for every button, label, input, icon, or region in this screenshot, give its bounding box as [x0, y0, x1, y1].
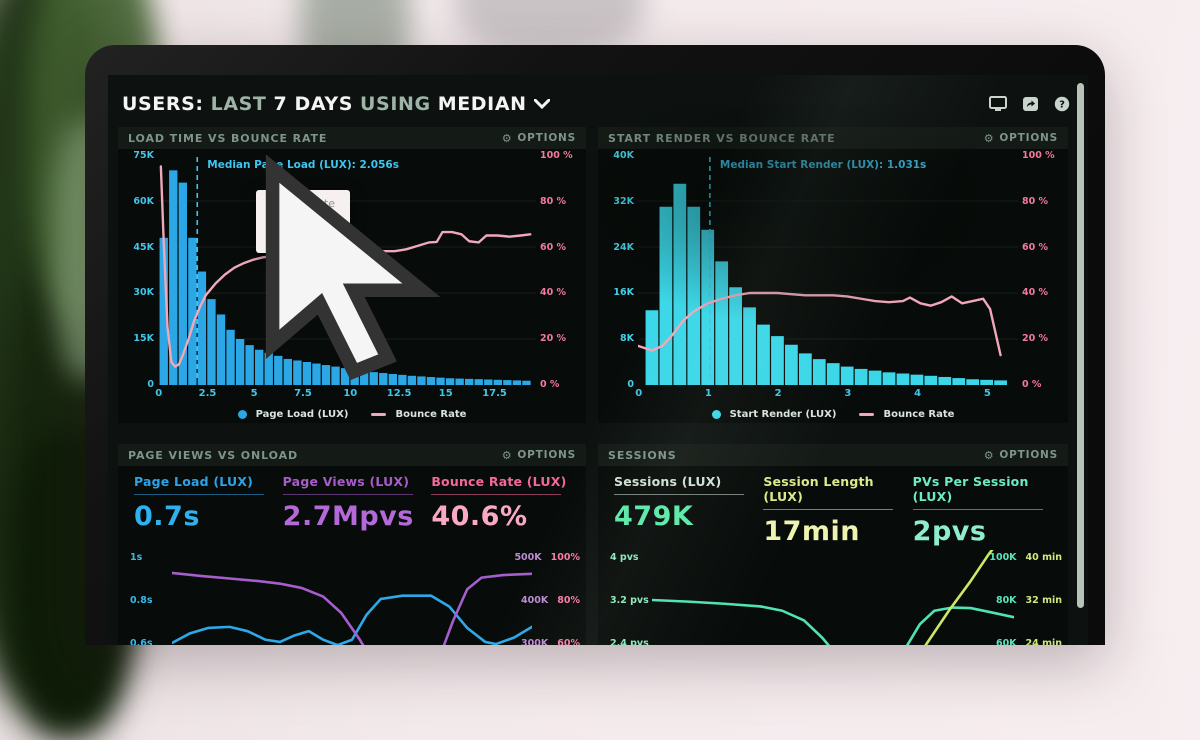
- median-annotation: Median Page Load (LUX): 2.056s: [207, 159, 399, 171]
- header-segment: 7 DAYS: [273, 93, 354, 115]
- legend-dot: [711, 410, 721, 419]
- panel-start-render-vs-bounce-rate: START RENDER VS BOUNCE RATE ⚙ OPTIONS 40K…: [598, 127, 1068, 423]
- share-icon[interactable]: [1020, 95, 1040, 113]
- options-button[interactable]: ⚙ OPTIONS: [983, 448, 1058, 462]
- y-axis-left: 1s 0.8s 0.6s: [130, 552, 153, 645]
- users-range-dropdown[interactable]: USERS: LAST 7 DAYS USING MEDIAN: [122, 93, 550, 115]
- panel-title: LOAD TIME VS BOUNCE RATE: [128, 131, 328, 145]
- metric-pvs-per-session: PVs Per Session (LUX) 2pvs: [912, 474, 1062, 547]
- panel-title: SESSIONS: [608, 448, 677, 462]
- y-axis-right: 100K 40 min 80K 32 min 60K 24 min: [989, 552, 1062, 645]
- mouse-cursor-icon: [265, 155, 441, 381]
- metric-row: Page Load (LUX) 0.7s Page Views (LUX) 2.…: [134, 474, 580, 532]
- metric-sessions: Sessions (LUX) 479K: [614, 474, 763, 547]
- chart-legend: Page Load (LUX) Bounce Rate: [118, 409, 586, 420]
- header-segment: USERS:: [122, 93, 204, 115]
- scrollbar[interactable]: [1077, 83, 1084, 608]
- start-render-chart[interactable]: Median Start Render (LUX): 1.031s: [638, 155, 1018, 385]
- metric-session-length: Session Length (LUX) 17min: [763, 474, 912, 547]
- load-time-chart[interactable]: Median Page Load (LUX): 2.056s Bounce Ra…: [158, 155, 536, 385]
- help-icon[interactable]: ?: [1052, 95, 1072, 113]
- metric-page-views: Page Views (LUX) 2.7Mpvs: [282, 474, 414, 532]
- header-segment: USING: [360, 93, 431, 115]
- metric-page-load: Page Load (LUX) 0.7s: [134, 474, 283, 532]
- y-axis-right: 500K 100% 400K 80% 300K 60%: [514, 552, 580, 645]
- panel-load-time-vs-bounce-rate: LOAD TIME VS BOUNCE RATE ⚙ OPTIONS 75K 60K…: [118, 127, 586, 423]
- panel-title: PAGE VIEWS VS ONLOAD: [128, 448, 299, 462]
- legend-dash: [859, 413, 875, 416]
- y-axis-right: 100 % 80 % 60 % 40 % 20 % 0 %: [1022, 150, 1055, 390]
- gear-icon: ⚙: [501, 448, 513, 462]
- chevron-down-icon: [533, 99, 550, 109]
- header-segment: LAST: [210, 93, 267, 115]
- svg-text:?: ?: [1059, 100, 1065, 111]
- monitor-icon[interactable]: [988, 95, 1008, 113]
- y-axis-left: 40K 32K 24K 16K 8K 0: [613, 150, 634, 390]
- panel-title: START RENDER VS BOUNCE RATE: [608, 131, 836, 145]
- panel-sessions: SESSIONS ⚙ OPTIONS Sessions (LUX) 479K Se…: [598, 444, 1068, 645]
- laptop-bezel: USERS: LAST 7 DAYS USING MEDIAN ?: [85, 45, 1105, 645]
- gear-icon: ⚙: [983, 448, 995, 462]
- panel-page-views-vs-onload: PAGE VIEWS VS ONLOAD ⚙ OPTIONS Page Load …: [118, 444, 586, 645]
- metric-bounce-rate: Bounce Rate (LUX) 40.6%: [431, 474, 567, 532]
- onload-trend-chart[interactable]: 1s 0.8s 0.6s 500K 100% 400K 80% 300K 60%: [118, 550, 586, 645]
- dashboard-header: USERS: LAST 7 DAYS USING MEDIAN ?: [122, 88, 1072, 120]
- y-axis-left: 75K 60K 45K 30K 15K 0: [133, 150, 154, 390]
- legend-dash: [371, 413, 387, 416]
- options-button[interactable]: ⚙ OPTIONS: [983, 131, 1058, 145]
- header-segment: MEDIAN: [437, 93, 527, 115]
- median-annotation: Median Start Render (LUX): 1.031s: [719, 159, 927, 171]
- options-button[interactable]: ⚙ OPTIONS: [501, 448, 576, 462]
- gear-icon: ⚙: [983, 131, 995, 145]
- gear-icon: ⚙: [501, 131, 513, 145]
- x-axis: 0 2.5 5 7.5 10 12.5 15 17.5: [155, 388, 507, 399]
- legend-dot: [237, 410, 247, 419]
- y-axis-right: 100 % 80 % 60 % 40 % 20 % 0 %: [540, 150, 573, 390]
- sessions-trend-chart[interactable]: 4 pvs 3.2 pvs 2.4 pvs 100K 40 min 80K 32 min 6…: [598, 534, 1068, 645]
- options-button[interactable]: ⚙ OPTIONS: [501, 131, 576, 145]
- y-axis-left: 4 pvs 3.2 pvs 2.4 pvs: [610, 552, 649, 645]
- metric-row: Sessions (LUX) 479K Session Length (LUX)…: [614, 474, 1062, 547]
- chart-legend: Start Render (LUX) Bounce Rate: [598, 409, 1068, 420]
- dashboard-screen: USERS: LAST 7 DAYS USING MEDIAN ?: [108, 75, 1088, 645]
